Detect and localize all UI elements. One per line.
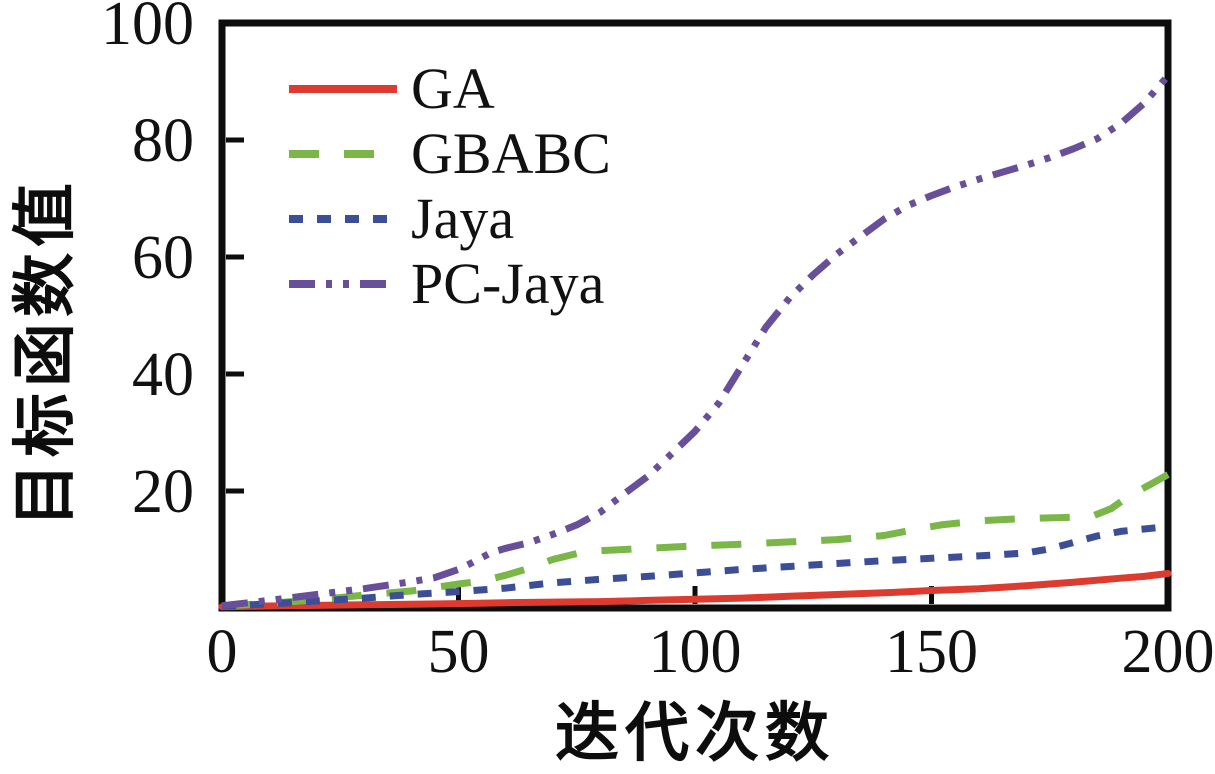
x-axis-title: 迭代次数: [555, 698, 835, 769]
x-tick-label: 200: [1122, 618, 1215, 686]
legend-item-ga: GA: [287, 56, 611, 121]
legend-item-pc-jaya: PC-Jaya: [287, 251, 611, 316]
y-tick-label: 60: [132, 224, 194, 292]
y-tick-label: 100: [101, 0, 194, 58]
series-line-ga: [218, 570, 1172, 611]
x-tick-label: 150: [885, 618, 978, 686]
legend-item-gbabc: GBABC: [287, 121, 611, 186]
legend-line-ga-icon: [289, 84, 397, 93]
x-tick-label: 100: [649, 618, 742, 686]
legend-line-jaya-icon: [289, 214, 397, 223]
legend-item-jaya: Jaya: [287, 186, 611, 251]
legend-line-pc-jaya-icon: [289, 279, 397, 288]
legend-line-gbabc-icon: [289, 149, 397, 158]
series-line-jaya: [221, 523, 1169, 610]
legend-label-jaya: Jaya: [411, 185, 515, 251]
x-tick-label: 50: [428, 618, 490, 686]
y-tick-label: 20: [132, 458, 194, 526]
series-line-pc-jaya: [221, 73, 1171, 610]
legend-label-gbabc: GBABC: [411, 120, 611, 186]
legend-label-ga: GA: [411, 55, 495, 121]
chart-legend: GA GBABC Jaya PC-Jaya: [287, 56, 611, 316]
series-line-gbabc: [221, 471, 1170, 610]
legend-label-pc-jaya: PC-Jaya: [411, 250, 605, 316]
y-tick-label: 40: [132, 341, 194, 409]
plot-border: [218, 19, 1172, 612]
y-tick-label: 80: [132, 107, 194, 175]
y-axis-title: 目标函数值: [10, 177, 81, 527]
x-tick-label: 0: [207, 618, 238, 686]
